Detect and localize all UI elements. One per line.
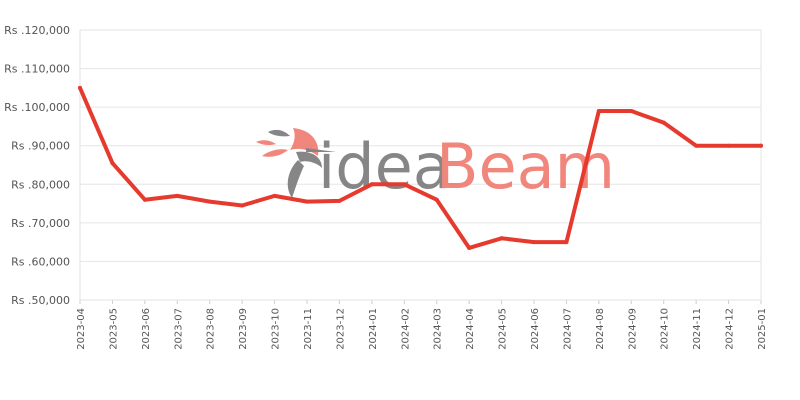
x-tick-label: 2024-06	[530, 308, 541, 350]
price-data-point	[207, 199, 212, 204]
price-data-point	[629, 109, 634, 113]
price-data-point	[661, 120, 666, 125]
price-data-point	[337, 198, 342, 203]
y-tick-label: Rs .90,000	[11, 140, 70, 153]
watermark-idea-text: idea	[318, 130, 451, 203]
x-tick-label: 2024-08	[595, 308, 606, 350]
x-tick-label: 2023-07	[173, 308, 184, 350]
x-tick-label: 2023-06	[141, 308, 152, 350]
y-tick-label: Rs .110,000	[4, 63, 70, 76]
y-tick-label: Rs .60,000	[11, 255, 70, 268]
price-data-point	[402, 182, 407, 187]
x-axis-tick-labels: 2023-04 2023-05 2023-06 2023-07 2023-08 2023-…	[76, 308, 768, 350]
gridlines	[79, 29, 762, 304]
x-tick-label: 2024-03	[433, 308, 444, 350]
price-data-point	[564, 240, 569, 245]
price-data-point	[240, 203, 245, 208]
x-tick-label: 2024-10	[660, 308, 671, 350]
price-data-point	[434, 197, 439, 202]
x-tick-label: 2024-12	[725, 308, 736, 350]
price-data-point	[142, 197, 147, 202]
price-data-point	[110, 161, 115, 166]
price-data-point	[467, 245, 472, 250]
y-tick-label: Rs .100,000	[4, 101, 70, 114]
price-data-point	[726, 143, 731, 148]
x-tick-label: 2023-08	[206, 308, 217, 350]
price-series	[78, 85, 763, 250]
x-tick-label: 2023-10	[271, 308, 282, 350]
x-tick-label: 2023-12	[335, 308, 346, 350]
plot-area-frame	[79, 29, 762, 301]
x-tick-label: 2024-11	[692, 308, 703, 350]
price-data-point	[694, 143, 699, 148]
price-data-point	[175, 193, 180, 198]
x-tick-label: 2024-07	[562, 308, 573, 350]
price-data-point	[499, 236, 504, 241]
price-data-point	[305, 199, 309, 204]
x-tick-label: 2024-04	[465, 308, 476, 350]
x-tick-label: 2025-01	[757, 308, 768, 350]
ideabeam-watermark: idea Beam	[256, 128, 615, 203]
price-data-point	[272, 193, 277, 198]
price-data-point	[369, 182, 374, 187]
price-data-point	[759, 143, 763, 148]
watermark-beam-text: Beam	[436, 130, 615, 203]
y-axis-tick-labels: Rs .50,000 Rs .60,000 Rs .70,000 Rs .80,000…	[4, 24, 70, 307]
price-data-point	[532, 240, 536, 245]
y-tick-label: Rs .50,000	[11, 294, 70, 307]
price-data-point	[596, 109, 601, 113]
x-tick-label: 2023-11	[303, 308, 314, 350]
hummingbird-logo-icon	[256, 128, 336, 198]
y-tick-label: Rs .80,000	[11, 178, 70, 191]
price-series-line	[78, 85, 763, 250]
x-tick-label: 2023-04	[76, 308, 87, 350]
y-tick-label: Rs .120,000	[4, 24, 70, 37]
x-tick-label: 2024-09	[627, 308, 638, 350]
x-tick-label: 2024-05	[498, 308, 509, 350]
x-tick-label: 2024-02	[400, 308, 411, 350]
x-tick-label: 2024-01	[368, 308, 379, 350]
price-data-point	[78, 85, 82, 90]
y-tick-label: Rs .70,000	[11, 217, 70, 230]
x-tick-label: 2023-09	[238, 308, 249, 350]
x-tick-label: 2023-05	[108, 308, 119, 350]
